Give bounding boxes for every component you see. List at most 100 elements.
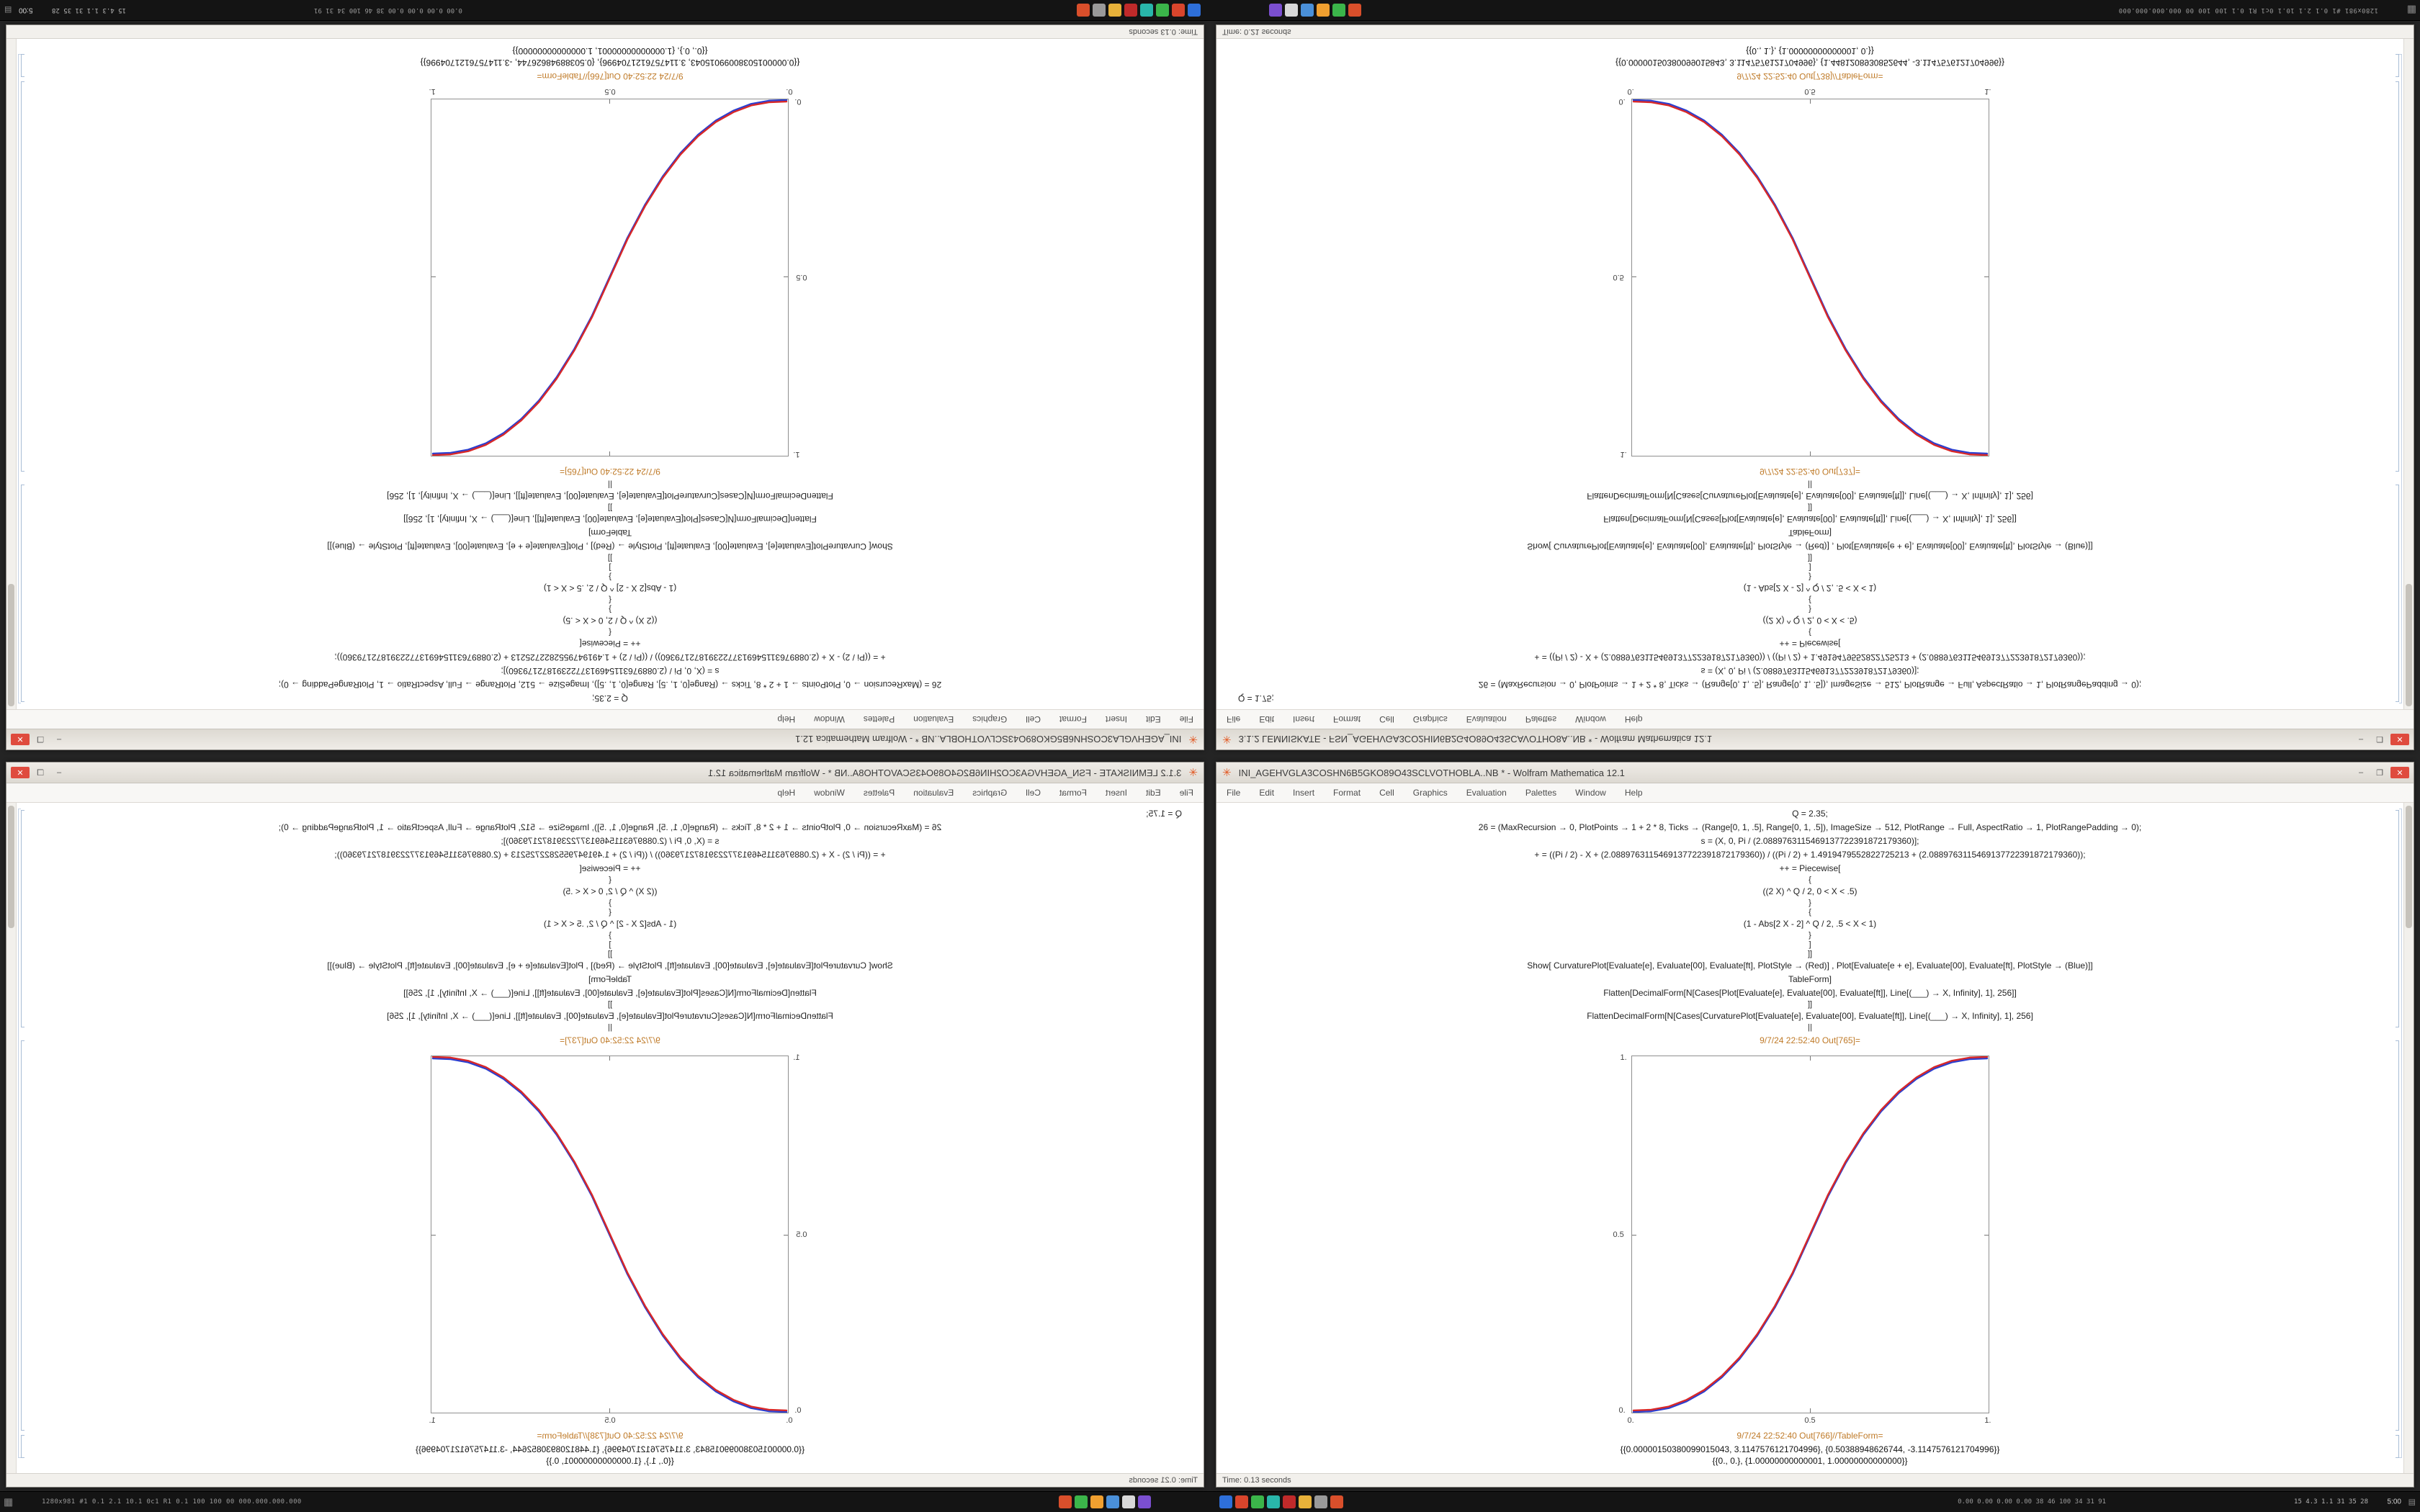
menu-item-window[interactable]: Window <box>1575 788 1606 798</box>
taskbar-app-icon[interactable] <box>1317 4 1330 17</box>
cell-bracket[interactable] <box>2396 1435 2399 1458</box>
menu-item-graphics[interactable]: Graphics <box>972 714 1008 724</box>
menu-item-insert[interactable]: Insert <box>1105 788 1127 798</box>
menu-item-graphics[interactable]: Graphics <box>1412 714 1448 724</box>
vertical-scrollbar[interactable] <box>6 803 17 1473</box>
minimize-button[interactable]: – <box>2358 735 2364 744</box>
taskbar-app-icon[interactable] <box>1106 1495 1119 1508</box>
taskbar-app-icon[interactable] <box>1059 1495 1072 1508</box>
menu-item-cell[interactable]: Cell <box>1026 714 1041 724</box>
taskbar-app-icon[interactable] <box>1219 1495 1232 1508</box>
taskbar-app-icon[interactable] <box>1269 4 1282 17</box>
maximize-button[interactable]: ❐ <box>37 734 44 744</box>
taskbar-app-icon[interactable] <box>1283 1495 1296 1508</box>
menu-item-cell[interactable]: Cell <box>1379 788 1394 798</box>
maximize-button[interactable]: ❐ <box>37 768 44 778</box>
titlebar[interactable]: ✳ 3.1.2 LEMNISKATE - FSN_AGEHVGA3CO2HIN6… <box>1216 729 2414 750</box>
taskbar-app-icon[interactable] <box>1235 1495 1248 1508</box>
taskbar-app-icon[interactable] <box>1075 1495 1088 1508</box>
cell-bracket[interactable] <box>2399 809 2402 1458</box>
taskbar-app-icon[interactable] <box>1299 1495 1312 1508</box>
cell-bracket[interactable] <box>2396 81 2399 472</box>
menu-item-format[interactable]: Format <box>1059 714 1087 724</box>
taskbar-app-icon[interactable] <box>1188 4 1201 17</box>
cell-bracket[interactable] <box>21 1435 24 1458</box>
titlebar[interactable]: ✳ INI_AGEHVGLA3COSHN6B5GKO89O43SCLVOTHOB… <box>6 729 1204 750</box>
taskbar-app-icon[interactable] <box>1332 4 1345 17</box>
taskbar-app-icon[interactable] <box>1314 1495 1327 1508</box>
taskbar-app-icon[interactable] <box>1251 1495 1264 1508</box>
tray-icon[interactable]: ▤ <box>2408 1498 2416 1507</box>
taskbar-app-icon[interactable] <box>1090 1495 1103 1508</box>
menu-item-evaluation[interactable]: Evaluation <box>1466 788 1507 798</box>
menu-item-file[interactable]: File <box>1179 788 1193 798</box>
menu-item-insert[interactable]: Insert <box>1293 714 1315 724</box>
menu-item-evaluation[interactable]: Evaluation <box>913 714 954 724</box>
taskbar-app-icon[interactable] <box>1285 4 1298 17</box>
close-button[interactable]: ✕ <box>2390 734 2409 745</box>
titlebar[interactable]: ✳ 3.1.2 LEMNISKATE - FSN_AGEHVGA3CO2HIN6… <box>6 762 1204 783</box>
taskbar-app-icon[interactable] <box>1124 4 1137 17</box>
menu-item-palettes[interactable]: Palettes <box>1525 714 1557 724</box>
menu-item-cell[interactable]: Cell <box>1379 714 1394 724</box>
menu-item-palettes[interactable]: Palettes <box>863 788 895 798</box>
taskbar-app-icon[interactable] <box>1172 4 1185 17</box>
taskbar-app-icon[interactable] <box>1138 1495 1151 1508</box>
taskbar-clock[interactable]: 5:00 <box>2387 1498 2401 1506</box>
menu-item-graphics[interactable]: Graphics <box>1412 788 1448 798</box>
maximize-button[interactable]: ❐ <box>2376 734 2383 744</box>
menu-item-palettes[interactable]: Palettes <box>1525 788 1557 798</box>
menu-item-insert[interactable]: Insert <box>1105 714 1127 724</box>
menu-item-help[interactable]: Help <box>777 714 796 724</box>
minimize-button[interactable]: – <box>56 768 62 777</box>
scrollbar-thumb[interactable] <box>8 584 14 706</box>
menu-item-evaluation[interactable]: Evaluation <box>913 788 954 798</box>
cell-bracket[interactable] <box>21 485 24 702</box>
close-button[interactable]: ✕ <box>11 767 30 778</box>
close-button[interactable]: ✕ <box>2390 767 2409 778</box>
cell-bracket[interactable] <box>2396 1040 2399 1431</box>
taskbar-app-icon[interactable] <box>1140 4 1153 17</box>
cell-bracket[interactable] <box>2396 54 2399 77</box>
vertical-scrollbar[interactable] <box>6 39 17 709</box>
menu-item-window[interactable]: Window <box>1575 714 1606 724</box>
menu-item-help[interactable]: Help <box>777 788 796 798</box>
menu-item-format[interactable]: Format <box>1333 714 1361 724</box>
close-button[interactable]: ✕ <box>11 734 30 745</box>
menu-item-edit[interactable]: Edit <box>1259 714 1275 724</box>
menu-item-palettes[interactable]: Palettes <box>863 714 895 724</box>
menu-item-file[interactable]: File <box>1179 714 1193 724</box>
cell-bracket[interactable] <box>2399 54 2402 703</box>
vertical-scrollbar[interactable] <box>2403 803 2414 1473</box>
minimize-button[interactable]: – <box>56 735 62 744</box>
minimize-button[interactable]: – <box>2358 768 2364 777</box>
taskbar-app-icon[interactable] <box>1122 1495 1135 1508</box>
menu-item-help[interactable]: Help <box>1624 788 1643 798</box>
taskbar-app-icon[interactable] <box>1348 4 1361 17</box>
taskbar-app-icon[interactable] <box>1156 4 1169 17</box>
maximize-button[interactable]: ❐ <box>2376 768 2383 778</box>
menu-item-graphics[interactable]: Graphics <box>972 788 1008 798</box>
menu-item-format[interactable]: Format <box>1333 788 1361 798</box>
scrollbar-thumb[interactable] <box>8 806 14 928</box>
menu-item-cell[interactable]: Cell <box>1026 788 1041 798</box>
cell-bracket[interactable] <box>21 1040 24 1431</box>
menu-item-window[interactable]: Window <box>814 788 845 798</box>
menu-item-help[interactable]: Help <box>1624 714 1643 724</box>
cell-bracket[interactable] <box>21 54 24 77</box>
start-menu-icon[interactable]: ▦ <box>2406 4 2416 17</box>
menu-item-evaluation[interactable]: Evaluation <box>1466 714 1507 724</box>
start-menu-icon[interactable]: ▦ <box>4 1495 14 1508</box>
cell-bracket[interactable] <box>21 81 24 472</box>
taskbar-app-icon[interactable] <box>1301 4 1314 17</box>
taskbar-app-icon[interactable] <box>1077 4 1090 17</box>
scrollbar-thumb[interactable] <box>2406 584 2412 706</box>
taskbar-app-icon[interactable] <box>1267 1495 1280 1508</box>
cell-bracket[interactable] <box>21 810 24 1027</box>
menu-item-edit[interactable]: Edit <box>1259 788 1275 798</box>
menu-item-file[interactable]: File <box>1227 714 1241 724</box>
vertical-scrollbar[interactable] <box>2403 39 2414 709</box>
cell-bracket[interactable] <box>2396 485 2399 702</box>
scrollbar-thumb[interactable] <box>2406 806 2412 928</box>
menu-item-edit[interactable]: Edit <box>1145 788 1161 798</box>
